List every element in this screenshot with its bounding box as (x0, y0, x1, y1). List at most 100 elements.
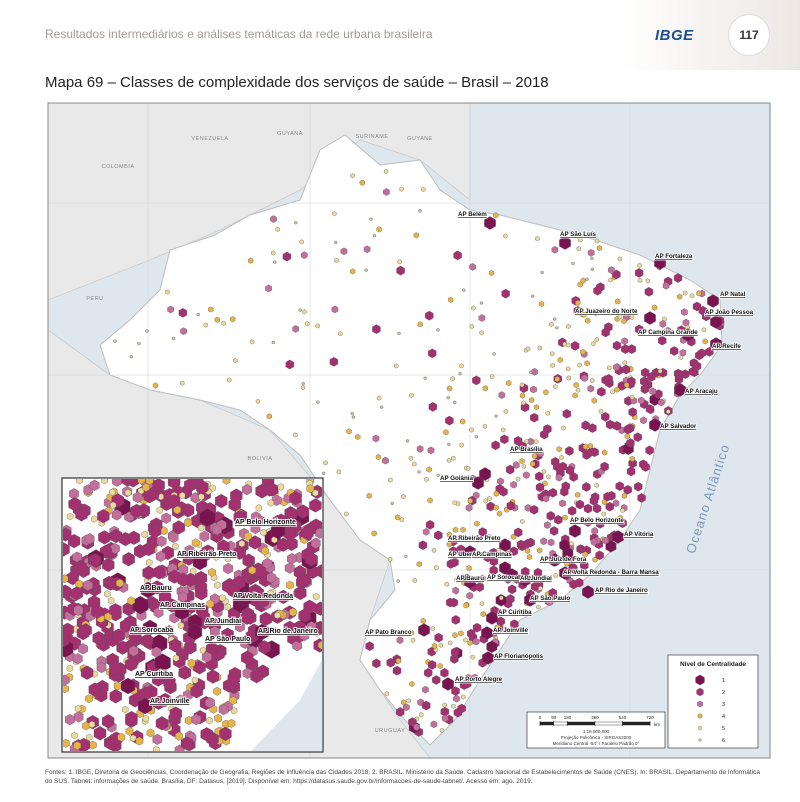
inset-marker (169, 706, 182, 721)
city-marker (375, 454, 381, 461)
inset: AP Belo Horizonte AP Ribeirão Preto AP Bau… (63, 479, 322, 751)
inset-marker (135, 736, 144, 746)
city-marker (554, 376, 560, 383)
inset-marker (109, 661, 122, 676)
city-marker (422, 527, 430, 536)
city-marker (466, 565, 472, 572)
inset-marker (205, 697, 215, 709)
city-marker (285, 359, 294, 370)
city-marker (396, 579, 400, 583)
city-marker (294, 220, 298, 225)
city-marker (553, 461, 562, 472)
city-marker (265, 284, 272, 293)
city-marker (521, 400, 526, 406)
inset-marker (63, 574, 69, 584)
city-marker (506, 500, 515, 511)
city-label: AP Porto Alegre (455, 676, 503, 683)
city-marker (591, 397, 597, 404)
city-marker (538, 585, 543, 591)
city-marker (474, 520, 480, 527)
city-marker (436, 473, 440, 478)
city-marker (446, 531, 452, 538)
city-marker (434, 530, 443, 541)
inset-marker (242, 483, 252, 496)
inset-marker (284, 562, 295, 574)
city-marker (448, 296, 454, 303)
city-marker (649, 387, 657, 396)
inset-marker (255, 504, 263, 512)
city-marker (664, 326, 672, 335)
city-marker (451, 686, 460, 696)
city-marker (316, 400, 320, 405)
city-marker (514, 527, 523, 538)
city-marker (581, 374, 588, 382)
city-marker (567, 506, 577, 516)
city-marker (582, 443, 589, 450)
inset-marker (109, 603, 122, 618)
inset-marker (91, 515, 98, 523)
city-marker (554, 514, 563, 525)
city-marker (372, 233, 376, 238)
city-marker (617, 314, 623, 320)
inset-marker (177, 591, 188, 603)
city-marker (364, 268, 368, 273)
inset-marker (289, 490, 302, 506)
city-marker (446, 597, 455, 608)
city-marker (472, 622, 482, 633)
city-marker (505, 464, 515, 475)
scale-tick-label: 360 (591, 715, 599, 720)
country-label: PERU (86, 296, 103, 302)
city-marker (536, 604, 541, 610)
legend-label: 5 (722, 726, 725, 732)
city-marker (300, 385, 306, 391)
city-marker (628, 407, 637, 417)
city-marker (445, 415, 454, 426)
city-marker (221, 320, 226, 326)
city-marker (453, 400, 457, 405)
city-label: AP Juazeiro do Norte (575, 308, 638, 315)
inset-marker (217, 539, 230, 554)
city-marker (512, 608, 519, 617)
inset-marker (66, 664, 74, 673)
inset-marker (262, 557, 273, 570)
city-marker (479, 601, 485, 607)
city-marker (416, 445, 424, 453)
city-marker (448, 640, 453, 646)
city-marker (621, 318, 627, 325)
city-marker (266, 413, 272, 420)
inset-marker (156, 506, 163, 514)
city-marker (645, 278, 651, 284)
hub-marker (682, 328, 694, 342)
hub-marker (484, 216, 496, 230)
city-marker (578, 237, 583, 243)
city-marker (340, 247, 348, 256)
city-marker (380, 405, 384, 410)
city-marker (395, 657, 402, 664)
hub-marker (674, 383, 686, 397)
inset-marker (149, 523, 162, 539)
city-marker (419, 712, 424, 718)
inset-marker (206, 669, 220, 684)
city-marker (621, 364, 631, 375)
inset-marker (255, 515, 266, 527)
city-marker (408, 717, 417, 727)
legend-symbol (695, 674, 705, 686)
city-label: AP Brasília (510, 446, 543, 453)
city-marker (506, 594, 515, 604)
inset-marker (127, 530, 140, 545)
city-marker (529, 397, 535, 404)
inset-marker (102, 557, 115, 573)
hub-marker (479, 467, 491, 481)
hub-marker (524, 593, 536, 607)
city-marker (692, 301, 702, 312)
city-marker (451, 647, 460, 657)
city-marker (390, 501, 394, 506)
hub-marker (418, 623, 430, 637)
city-marker (355, 433, 361, 440)
city-marker (629, 455, 635, 462)
legend-symbol (698, 725, 702, 731)
scale-tick-label: 90 (551, 715, 557, 720)
city-marker (555, 473, 563, 482)
city-marker (452, 586, 459, 595)
country-label: BOLIVIA (248, 456, 273, 462)
